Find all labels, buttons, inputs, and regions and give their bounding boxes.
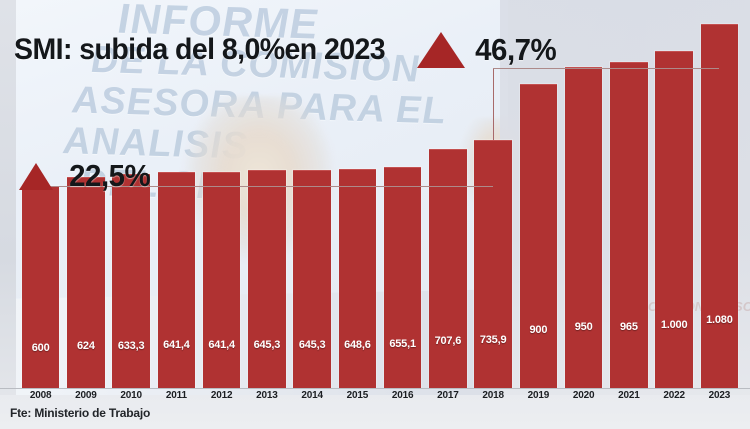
bar: 1.080 bbox=[700, 24, 739, 388]
x-axis-label: 2011 bbox=[165, 390, 187, 401]
annotation-22-5: 22,5% bbox=[19, 158, 152, 194]
bar-column: 624 bbox=[63, 0, 108, 388]
bar-value-label: 1.000 bbox=[660, 319, 688, 331]
connector-line-2018 bbox=[493, 68, 495, 140]
bar: 950 bbox=[564, 67, 603, 388]
pct-badge-22: 22,5% bbox=[69, 158, 151, 193]
bar-column: 707,6 bbox=[425, 0, 470, 388]
bar-column: 633,3 bbox=[109, 0, 154, 388]
bar-value-label: 655,1 bbox=[389, 338, 416, 350]
bar-value-label: 645,3 bbox=[298, 339, 326, 351]
x-axis-line bbox=[0, 388, 750, 389]
x-axis-label: 2013 bbox=[256, 390, 278, 401]
bar: 645,3 bbox=[293, 170, 331, 388]
bar: 707,6 bbox=[429, 149, 467, 388]
bar: 645,3 bbox=[248, 170, 286, 388]
bar-column: 641,4 bbox=[154, 0, 199, 388]
x-axis-label: 2018 bbox=[482, 390, 504, 401]
bar-column: 648,6 bbox=[335, 0, 380, 388]
bar-value-label: 624 bbox=[76, 340, 95, 352]
x-axis-labels: 2008 2009 2010 2011 2012 2013 2014 2015 2016 2017… bbox=[18, 390, 742, 401]
bar-value-label: 641,4 bbox=[163, 339, 190, 351]
bar: 655,1 bbox=[383, 167, 422, 388]
bar-value-label: 965 bbox=[619, 321, 638, 333]
bar-value-label: 900 bbox=[529, 324, 548, 336]
x-axis-label: 2023 bbox=[708, 390, 731, 401]
x-axis-label: 2009 bbox=[75, 390, 97, 401]
bar-column: 641,4 bbox=[199, 0, 244, 388]
connector-line-46-7-horizontal bbox=[493, 68, 720, 69]
x-axis-label: 2012 bbox=[210, 390, 233, 401]
bar-column: 645,3 bbox=[244, 0, 289, 388]
bar: 624 bbox=[67, 177, 105, 388]
bar-value-label: 707,6 bbox=[434, 335, 462, 347]
bar-value-label: 735,9 bbox=[479, 334, 507, 346]
pct-badge-46: 46,7% bbox=[474, 32, 557, 67]
bar-value-label: 633,3 bbox=[117, 340, 145, 352]
bar-value-label: 648,6 bbox=[344, 339, 371, 351]
connector-line-22-5-horizontal bbox=[40, 186, 494, 187]
page-title: SMI: subida del 8,0%en 2023 bbox=[14, 33, 386, 66]
bar-column: 1.000 bbox=[652, 0, 697, 388]
bar-column: 1.080 bbox=[697, 0, 742, 388]
bar-column: 950 bbox=[561, 0, 606, 388]
x-axis-label: 2016 bbox=[391, 390, 414, 401]
bar: 633,3 bbox=[112, 174, 150, 388]
x-axis-label: 2010 bbox=[120, 390, 142, 401]
bar: 1.000 bbox=[655, 51, 693, 388]
source-note: Fte: Ministerio de Trabajo bbox=[10, 406, 151, 420]
bar-value-label: 950 bbox=[574, 321, 593, 333]
bar-column: 645,3 bbox=[290, 0, 335, 388]
background-left-strip bbox=[0, 0, 16, 429]
bar: 965 bbox=[610, 62, 648, 388]
bar: 641,4 bbox=[202, 172, 241, 388]
bar-chart: 600 624 633,3 641,4 641,4 645,3 645,3 648,6 655,… bbox=[18, 0, 742, 388]
bar-column: 965 bbox=[606, 0, 651, 388]
triangle-up-icon-46 bbox=[416, 32, 465, 68]
background-bottom-strip bbox=[0, 395, 750, 429]
bar-value-label: 641,4 bbox=[208, 339, 235, 351]
x-axis-label: 2014 bbox=[301, 390, 323, 401]
x-axis-label: 2008 bbox=[29, 390, 52, 401]
x-axis-label: 2020 bbox=[572, 390, 595, 401]
chart-title-row: SMI: subida del 8,0%en 2023 46,7% bbox=[14, 32, 558, 68]
x-axis-label: 2017 bbox=[437, 390, 459, 401]
bar-value-label: 645,3 bbox=[253, 339, 281, 351]
bar: 648,6 bbox=[338, 169, 377, 388]
bar: 641,4 bbox=[157, 172, 196, 388]
bar: 900 bbox=[519, 84, 558, 388]
x-axis-label: 2022 bbox=[663, 390, 685, 401]
bar-column: 655,1 bbox=[380, 0, 425, 388]
bar-value-label: 1.080 bbox=[706, 314, 733, 326]
bar-value-label: 600 bbox=[31, 342, 50, 354]
bar: 735,9 bbox=[474, 140, 512, 388]
bar-column: 735,9 bbox=[471, 0, 516, 388]
x-axis-label: 2019 bbox=[527, 390, 550, 401]
x-axis-label: 2021 bbox=[618, 390, 640, 401]
x-axis-label: 2015 bbox=[346, 390, 369, 401]
triangle-up-icon-22 bbox=[19, 162, 53, 190]
bar: 600 bbox=[21, 186, 60, 388]
bar-column: 900 bbox=[516, 0, 561, 388]
